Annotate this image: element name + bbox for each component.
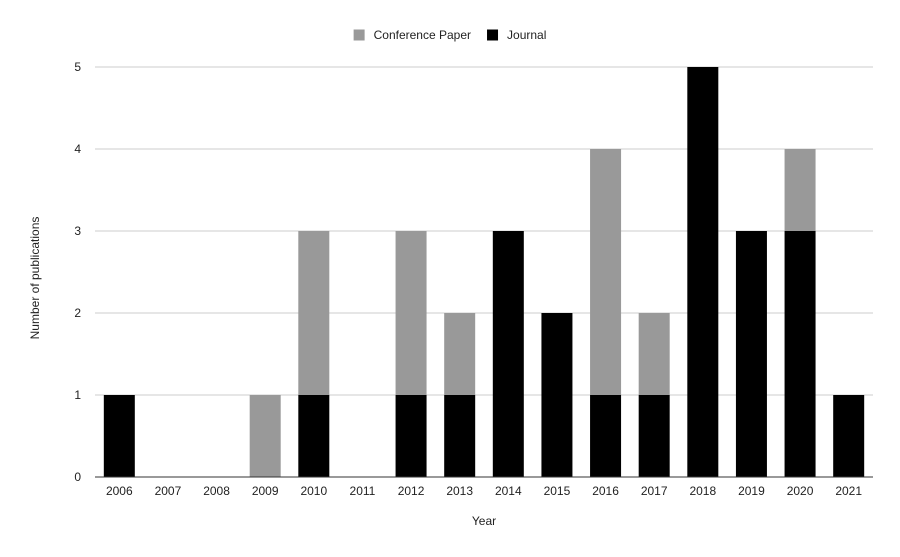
y-tick-label: 0	[74, 470, 81, 484]
bar-journal-2013	[444, 395, 476, 477]
legend-swatch-journal	[487, 29, 499, 41]
x-tick-label: 2019	[738, 484, 765, 498]
bar-conference-paper-2010	[298, 231, 330, 395]
x-tick-label: 2016	[592, 484, 619, 498]
bar-journal-2021	[833, 395, 865, 477]
legend-label-conference-paper: Conference Paper	[374, 28, 471, 42]
x-tick-label: 2007	[155, 484, 182, 498]
bar-journal-2006	[103, 395, 135, 477]
bar-conference-paper-2009	[249, 395, 281, 477]
bar-journal-2012	[395, 395, 427, 477]
legend-swatch-conference-paper	[353, 29, 365, 41]
bar-journal-2010	[298, 395, 330, 477]
x-tick-label: 2008	[203, 484, 230, 498]
bar-conference-paper-2017	[638, 313, 670, 395]
bar-conference-paper-2016	[590, 149, 622, 395]
x-tick-label: 2013	[446, 484, 473, 498]
x-axis-title: Year	[472, 514, 496, 528]
x-tick-label: 2010	[300, 484, 327, 498]
x-tick-label: 2021	[835, 484, 862, 498]
y-tick-label: 1	[74, 388, 81, 402]
bar-conference-paper-2013	[444, 313, 476, 395]
bar-journal-2015	[541, 313, 573, 477]
y-tick-label: 2	[74, 306, 81, 320]
y-tick-label: 3	[74, 224, 81, 238]
bar-journal-2018	[687, 67, 719, 477]
y-tick-label: 5	[74, 60, 81, 74]
x-tick-label: 2018	[689, 484, 716, 498]
x-tick-label: 2009	[252, 484, 279, 498]
bar-journal-2014	[492, 231, 524, 477]
x-tick-label: 2012	[398, 484, 425, 498]
x-tick-labels: 2006 2007 2008 2009 2010 2011 2012 2013 2014 2015…	[106, 484, 862, 498]
bar-journal-2020	[784, 231, 816, 477]
y-tick-label: 4	[74, 142, 81, 156]
legend-label-journal: Journal	[507, 28, 546, 42]
bars	[103, 67, 865, 477]
y-axis-title: Number of publications	[28, 217, 42, 340]
x-tick-label: 2006	[106, 484, 133, 498]
bar-journal-2017	[638, 395, 670, 477]
x-tick-label: 2014	[495, 484, 522, 498]
bar-conference-paper-2012	[395, 231, 427, 395]
x-tick-label: 2017	[641, 484, 668, 498]
bar-conference-paper-2020	[784, 149, 816, 231]
x-tick-label: 2015	[544, 484, 571, 498]
x-tick-label: 2011	[350, 484, 376, 498]
y-tick-labels: 0 1 2 3 4 5	[74, 60, 81, 484]
x-tick-label: 2020	[787, 484, 814, 498]
bar-journal-2019	[735, 231, 767, 477]
legend: Conference Paper Journal	[353, 28, 546, 42]
bar-journal-2016	[590, 395, 622, 477]
